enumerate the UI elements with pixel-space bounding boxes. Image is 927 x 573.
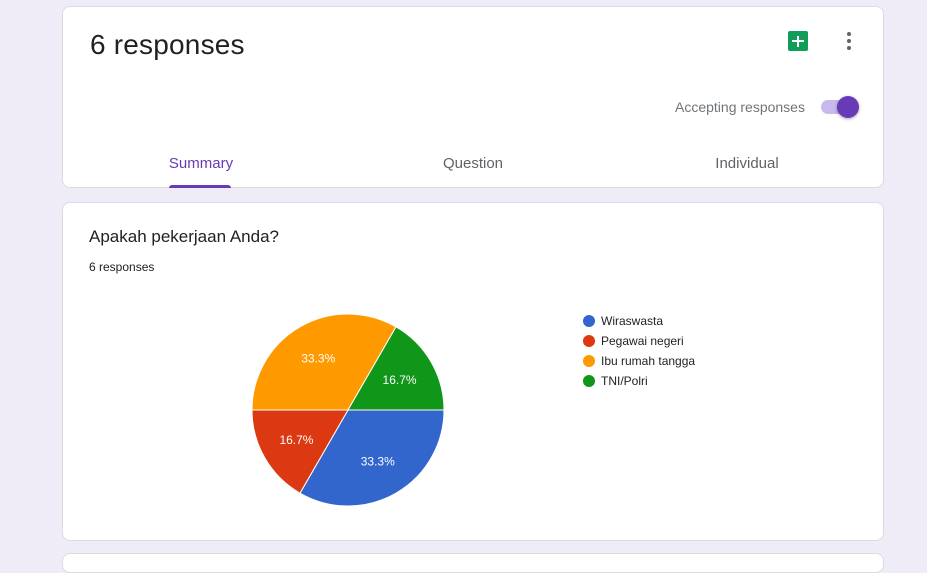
pie-slice-label: 33.3% xyxy=(301,351,335,365)
legend-label: Wiraswasta xyxy=(601,314,664,328)
legend-label: Pegawai negeri xyxy=(601,334,684,348)
legend-item[interactable]: Wiraswasta xyxy=(583,311,695,331)
pie-slice-ibu-rumah-tangga[interactable] xyxy=(251,313,397,411)
tab-summary[interactable]: Summary xyxy=(168,155,234,172)
chart-legend: Wiraswasta Pegawai negeri Ibu rumah tangga… xyxy=(583,311,695,391)
tab-individual[interactable]: Individual xyxy=(715,155,779,172)
active-tab-indicator xyxy=(169,185,231,188)
legend-item[interactable]: Pegawai negeri xyxy=(583,331,695,351)
accepting-responses-label: Accepting responses xyxy=(675,99,805,115)
responses-count-title: 6 responses xyxy=(90,29,245,60)
legend-swatch xyxy=(583,335,595,347)
pie-slice-pegawai-negeri[interactable] xyxy=(251,409,349,494)
legend-swatch xyxy=(583,315,595,327)
pie-chart: 33.3% 16.7% 33.3% 16.7% xyxy=(251,313,445,507)
question-summary-card: Apakah pekerjaan Anda? 6 responses 33.3%… xyxy=(62,202,884,541)
legend-swatch xyxy=(583,355,595,367)
accepting-responses-toggle[interactable] xyxy=(819,96,859,118)
question-response-count: 6 responses xyxy=(89,260,155,274)
pie-slice-label: 33.3% xyxy=(361,455,395,469)
legend-label: TNI/Polri xyxy=(601,374,648,388)
pie-slice-label: 16.7% xyxy=(383,373,417,387)
pie-slice-wiraswasta[interactable] xyxy=(299,409,445,507)
legend-item[interactable]: Ibu rumah tangga xyxy=(583,351,695,371)
tab-question[interactable]: Question xyxy=(442,155,504,172)
google-sheets-icon[interactable] xyxy=(788,31,808,51)
next-question-card xyxy=(62,553,884,573)
legend-label: Ibu rumah tangga xyxy=(601,354,696,368)
responses-header-card: 6 responses Accepting responses Summary … xyxy=(62,6,884,188)
more-vert-icon[interactable] xyxy=(839,30,859,52)
toggle-thumb xyxy=(837,96,859,118)
question-title: Apakah pekerjaan Anda? xyxy=(89,227,279,246)
pie-slice-label: 16.7% xyxy=(279,433,313,447)
pie-slice-tni-polri[interactable] xyxy=(347,326,445,411)
legend-item[interactable]: TNI/Polri xyxy=(583,371,695,391)
legend-swatch xyxy=(583,375,595,387)
